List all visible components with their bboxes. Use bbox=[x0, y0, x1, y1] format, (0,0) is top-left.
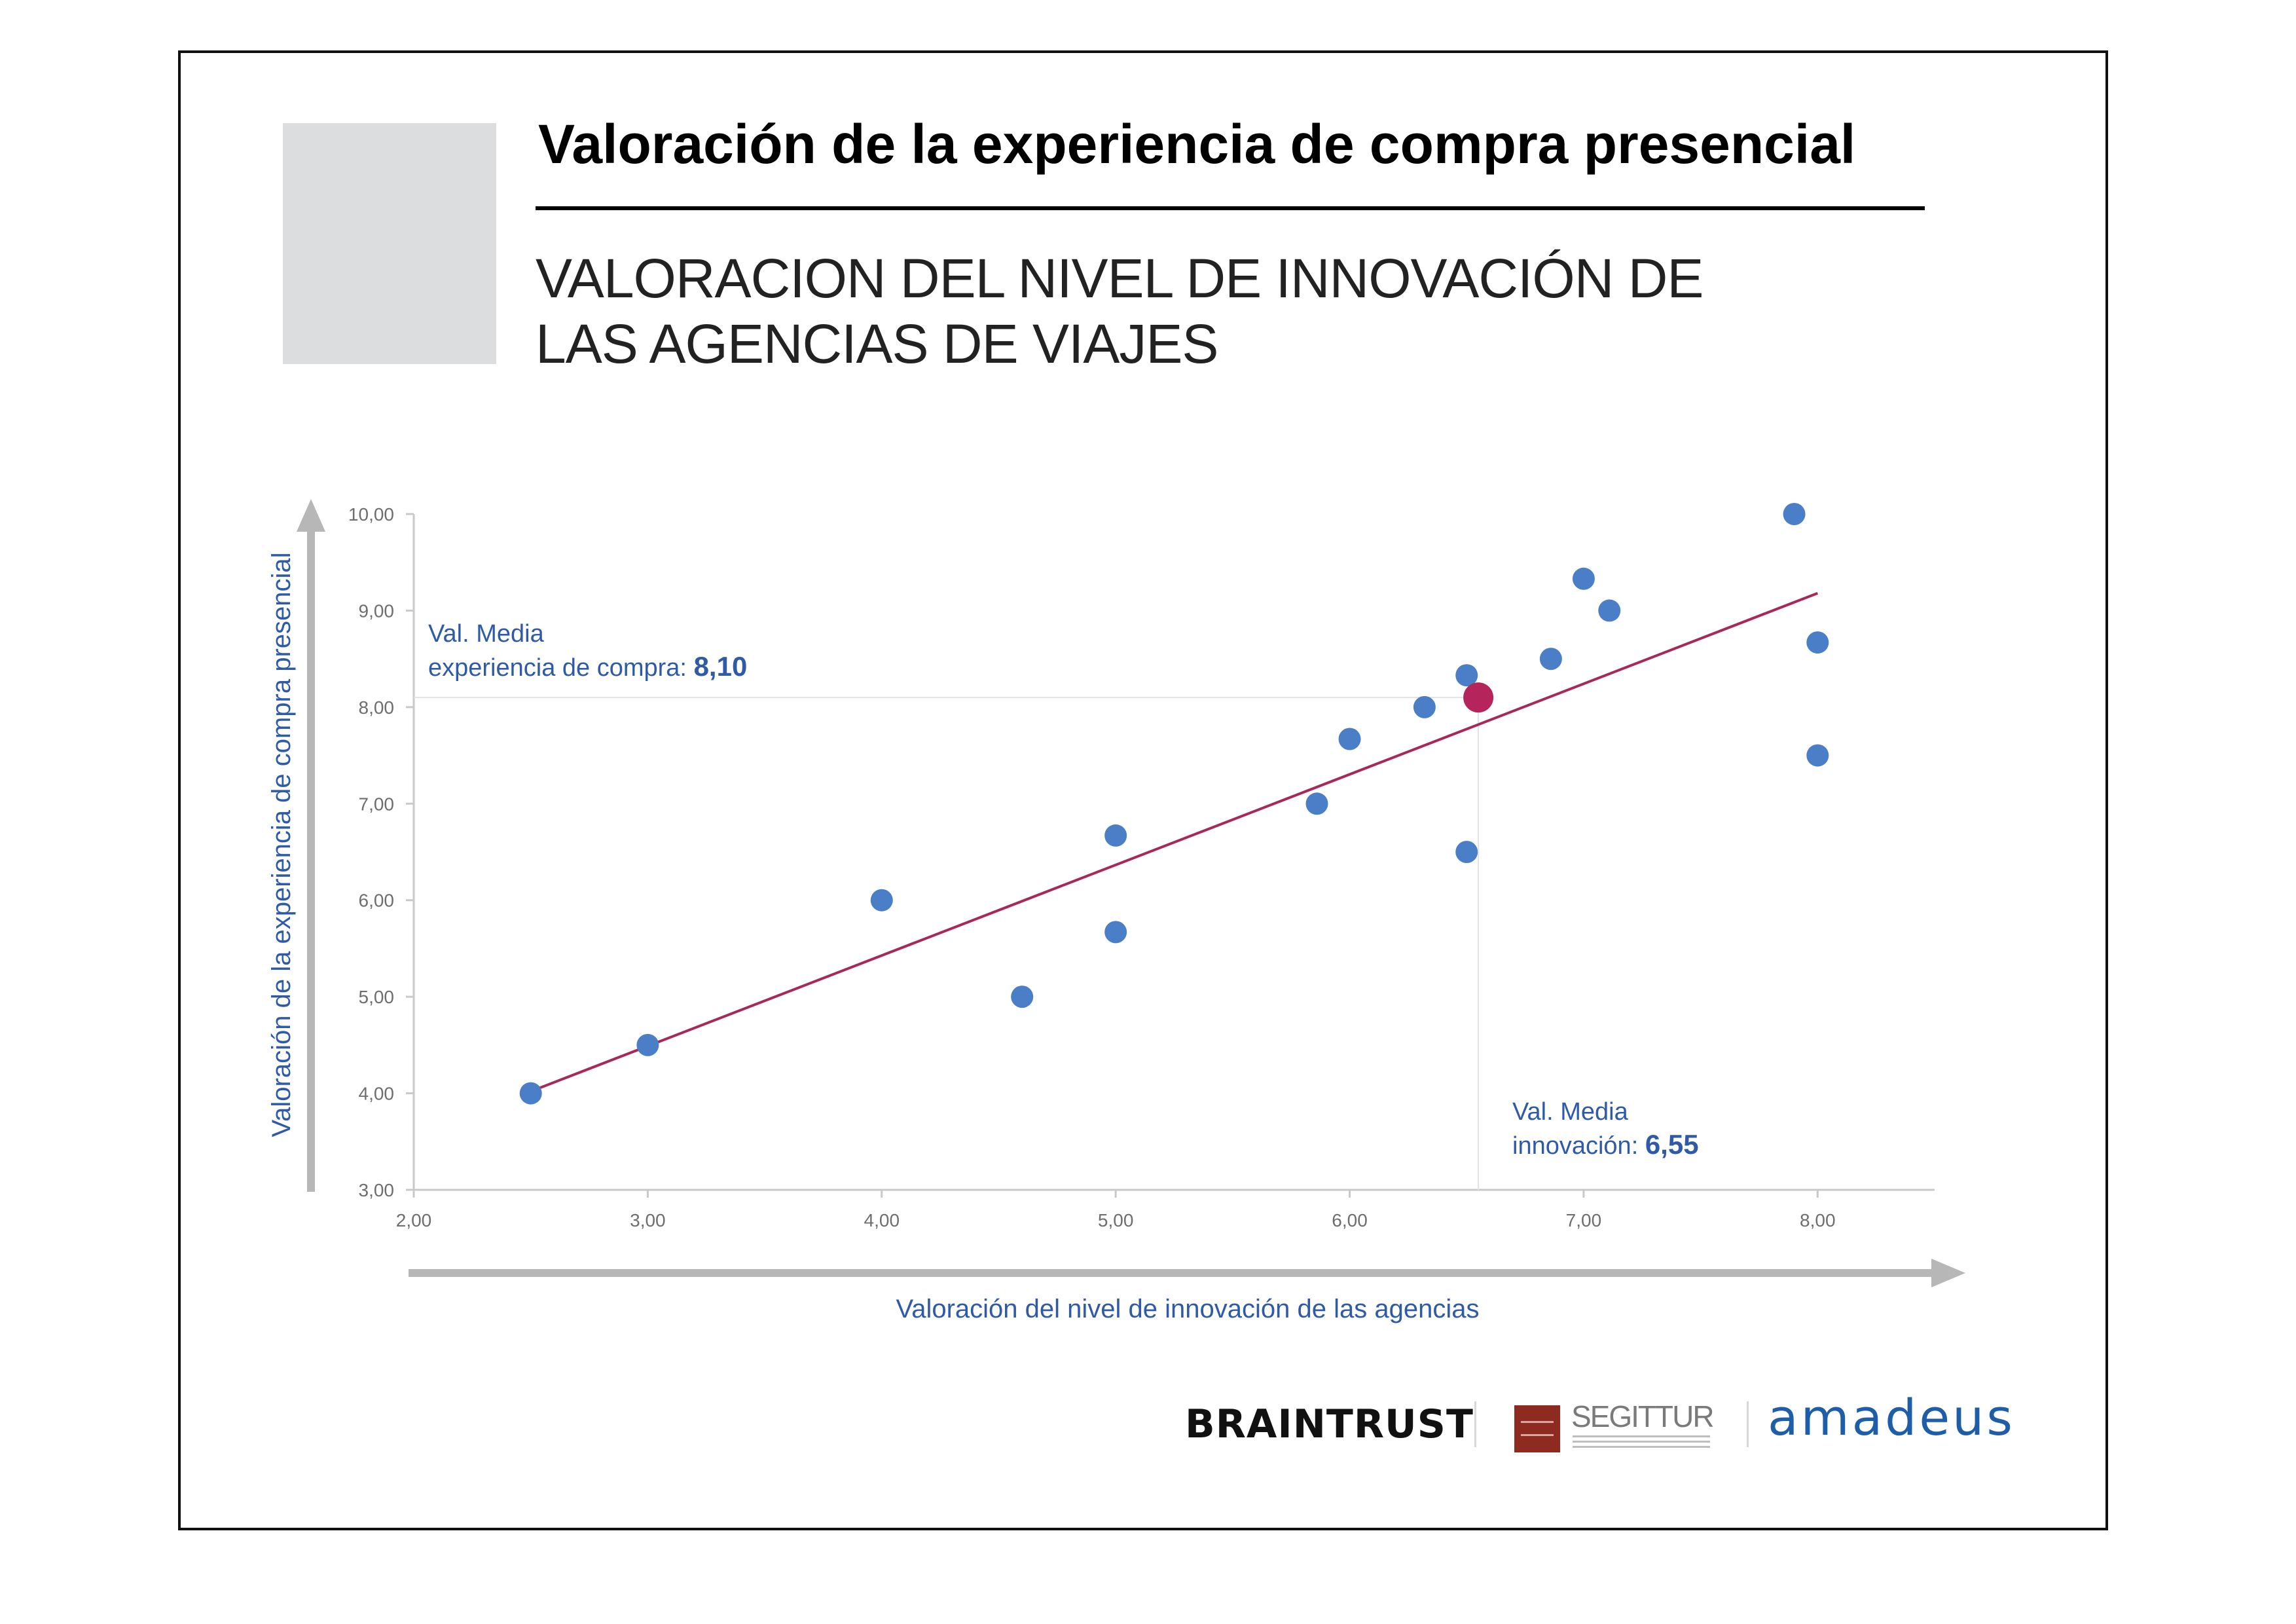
segittur-logo: SEGITTUR bbox=[1571, 1399, 1715, 1433]
data-point bbox=[1104, 921, 1127, 944]
y-tick-label: 3,00 bbox=[359, 1180, 395, 1200]
x-mean-annotation-line1: Val. Media bbox=[1512, 1098, 1629, 1126]
subtitle-line-2: LAS AGENCIAS DE VIAJES bbox=[536, 313, 1218, 375]
page-title: Valoración de la experiencia de compra p… bbox=[538, 113, 1856, 175]
slide-frame bbox=[178, 50, 2108, 1530]
x-tick-label: 3,00 bbox=[630, 1210, 666, 1230]
decorative-gray-box bbox=[283, 123, 496, 364]
data-point bbox=[1783, 503, 1806, 525]
data-point bbox=[1413, 695, 1436, 718]
data-point bbox=[1011, 986, 1034, 1008]
x-mean-annotation-line2: innovación: 6,55 bbox=[1512, 1129, 1699, 1160]
y-mean-annotation-label: experiencia de compra: bbox=[428, 654, 694, 682]
y-tick-label: 7,00 bbox=[359, 794, 395, 814]
data-point bbox=[1104, 824, 1127, 847]
x-tick-label: 4,00 bbox=[864, 1210, 900, 1230]
y-mean-annotation-value: 8,10 bbox=[694, 651, 748, 682]
trendline bbox=[530, 592, 1819, 1093]
data-point bbox=[1598, 599, 1621, 622]
data-point bbox=[1572, 567, 1595, 590]
mean-data-point bbox=[1463, 682, 1494, 713]
segittur-logo-icon bbox=[1514, 1405, 1560, 1452]
data-point bbox=[1338, 728, 1361, 750]
x-tick-label: 7,00 bbox=[1566, 1210, 1602, 1230]
data-point bbox=[1455, 841, 1478, 863]
data-point bbox=[636, 1033, 659, 1056]
y-tick-label: 6,00 bbox=[359, 891, 395, 911]
title-divider bbox=[536, 206, 1925, 210]
y-tick-label: 9,00 bbox=[359, 600, 395, 621]
logo-divider bbox=[1747, 1401, 1749, 1447]
braintrust-logo: BRAINTRUST bbox=[1185, 1401, 1474, 1447]
y-axis-arrow-shaft bbox=[307, 530, 315, 1192]
x-tick-label: 5,00 bbox=[1098, 1210, 1134, 1230]
x-axis-title: Valoración del nivel de innovación de la… bbox=[896, 1295, 1480, 1323]
y-tick-label: 4,00 bbox=[359, 1084, 395, 1104]
x-tick-label: 8,00 bbox=[1800, 1210, 1836, 1230]
x-tick-label: 6,00 bbox=[1332, 1210, 1368, 1230]
data-point bbox=[1806, 631, 1829, 654]
data-point bbox=[1455, 664, 1478, 687]
y-mean-annotation-line2: experiencia de compra: 8,10 bbox=[428, 651, 747, 682]
y-mean-annotation-line1: Val. Media bbox=[428, 620, 545, 648]
data-point bbox=[1305, 792, 1328, 815]
y-tick-label: 5,00 bbox=[359, 987, 395, 1007]
x-tick-label: 2,00 bbox=[396, 1210, 432, 1230]
segittur-logo-tagline-icon bbox=[1573, 1435, 1710, 1450]
x-axis-arrow-shaft bbox=[409, 1269, 1934, 1277]
amadeus-logo: amadeus bbox=[1768, 1388, 2015, 1447]
data-point bbox=[1806, 744, 1829, 767]
y-tick-label: 10,00 bbox=[348, 504, 394, 525]
chart-labels: Valoración del nivel de innovación de la… bbox=[267, 552, 1699, 1323]
data-point bbox=[1539, 648, 1562, 671]
subtitle-line-1: VALORACION DEL NIVEL DE INNOVACIÓN DE bbox=[536, 248, 1704, 309]
x-axis-arrow-icon bbox=[1931, 1259, 1965, 1287]
x-mean-annotation-label: innovación: bbox=[1512, 1132, 1645, 1160]
y-axis-title: Valoración de la experiencia de compra p… bbox=[267, 552, 296, 1137]
logo-divider bbox=[1474, 1401, 1476, 1447]
data-point bbox=[519, 1082, 542, 1105]
data-point bbox=[870, 889, 893, 912]
y-axis-arrow-icon bbox=[297, 499, 325, 532]
chart-marks bbox=[414, 503, 1829, 1190]
x-mean-annotation-value: 6,55 bbox=[1645, 1129, 1699, 1160]
chart-subtitle: VALORACION DEL NIVEL DE INNOVACIÓN DE LA… bbox=[536, 246, 1704, 377]
y-tick-label: 8,00 bbox=[359, 697, 395, 718]
